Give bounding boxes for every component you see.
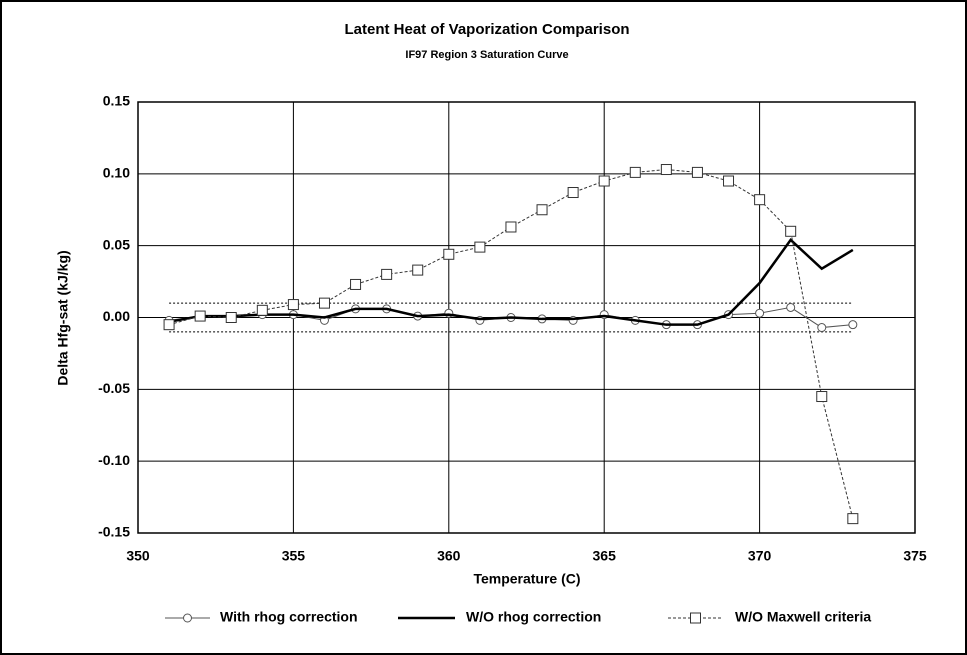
y-axis-label: Delta Hfg-sat (kJ/kg) [55, 250, 71, 385]
data-point [816, 391, 828, 403]
data-point [163, 319, 175, 331]
series-line [168, 238, 854, 326]
data-point [660, 164, 672, 176]
data-point [536, 204, 548, 216]
data-point [723, 175, 735, 187]
x-tick-label: 350 [126, 548, 150, 564]
legend-label: With rhog correction [220, 609, 358, 625]
data-point [754, 194, 766, 206]
data-point [287, 299, 299, 311]
x-axis-label: Temperature (C) [473, 571, 580, 587]
data-point [412, 264, 424, 276]
data-point [318, 297, 330, 309]
legend-label: W/O Maxwell criteria [735, 609, 871, 625]
chart-subtitle: IF97 Region 3 Saturation Curve [405, 49, 568, 61]
x-tick-label: 360 [437, 548, 461, 564]
y-tick-label: 0.15 [103, 93, 130, 109]
x-tick-label: 370 [748, 548, 772, 564]
data-point [847, 513, 859, 525]
data-point [474, 241, 486, 253]
data-point [567, 187, 579, 199]
data-point [786, 302, 796, 312]
y-tick-label: -0.05 [98, 380, 130, 396]
data-point [256, 304, 268, 316]
data-point [629, 166, 641, 178]
x-tick-label: 375 [903, 548, 927, 564]
legend-label: W/O rhog correction [466, 609, 601, 625]
y-tick-label: 0.00 [103, 308, 130, 324]
data-point [785, 225, 797, 237]
chart-title: Latent Heat of Vaporization Comparison [344, 21, 629, 38]
x-tick-label: 355 [282, 548, 306, 564]
data-point [443, 248, 455, 260]
y-tick-label: -0.15 [98, 524, 130, 540]
y-tick-label: -0.10 [98, 452, 130, 468]
data-point [691, 166, 703, 178]
y-tick-label: 0.05 [103, 236, 130, 252]
data-point [755, 308, 765, 318]
data-point [505, 221, 517, 233]
y-tick-label: 0.10 [103, 165, 130, 181]
data-point [848, 320, 858, 330]
data-point [598, 175, 610, 187]
legend-marker [183, 613, 192, 623]
data-point [350, 278, 362, 290]
data-point [225, 312, 237, 323]
data-point [817, 323, 827, 333]
data-point [381, 268, 393, 280]
x-tick-label: 365 [593, 548, 617, 564]
legend-marker [690, 612, 701, 624]
data-point [194, 310, 206, 322]
